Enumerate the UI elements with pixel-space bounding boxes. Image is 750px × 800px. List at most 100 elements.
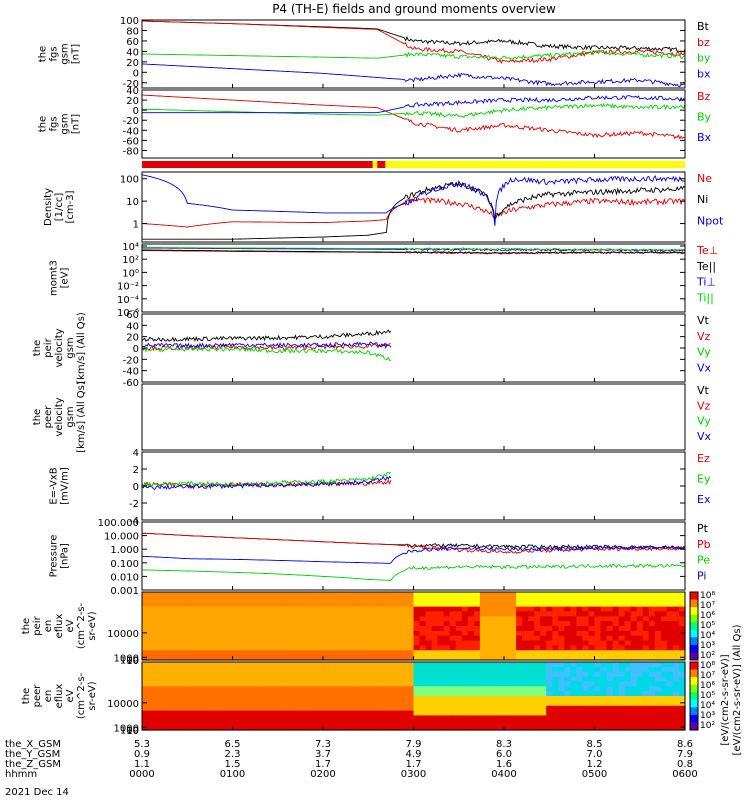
heatmap-cell <box>479 700 487 707</box>
heatmap-cell <box>329 611 336 617</box>
heatmap-cell <box>226 621 234 627</box>
heatmap-cell <box>582 606 589 613</box>
heatmap-cell <box>666 606 674 613</box>
y-axis-label-line: gsm <box>60 113 71 134</box>
heatmap-cell <box>528 616 535 622</box>
heatmap-cell <box>516 715 523 721</box>
heatmap-cell <box>371 705 378 712</box>
heatmap-cell <box>679 671 686 678</box>
y-tick-label: 10⁻⁴ <box>117 295 139 306</box>
heatmap-cell <box>341 671 348 678</box>
heatmap-cell <box>485 681 493 687</box>
heatmap-cell <box>546 640 553 647</box>
heatmap-cell <box>317 686 324 692</box>
series-line-p5-1 <box>141 342 391 352</box>
heatmap-cell <box>467 725 475 731</box>
heatmap-cell <box>310 645 318 651</box>
heatmap-cell <box>359 606 366 613</box>
heatmap-cell <box>250 710 258 717</box>
heatmap-cell <box>666 645 674 651</box>
legend-entry: Bt <box>697 20 710 33</box>
heatmap-cell <box>166 715 173 721</box>
heatmap-cell <box>329 710 336 717</box>
heatmap-cell <box>467 640 475 647</box>
heatmap-cell <box>310 705 318 712</box>
y-axis-label: thefgsgsm[nT] <box>38 113 82 134</box>
colorbar-swatch <box>690 707 698 716</box>
heatmap-cell <box>679 720 686 726</box>
heatmap-cell <box>612 621 620 627</box>
ephemeris-value: 5.3 <box>134 739 150 750</box>
heatmap-cell <box>672 606 680 613</box>
heatmap-cell <box>256 626 264 632</box>
heatmap-cell <box>377 601 384 608</box>
heatmap-cell <box>558 710 565 717</box>
heatmap-cell <box>280 621 288 627</box>
heatmap-cell <box>540 645 547 651</box>
heatmap-cell <box>552 616 559 622</box>
heatmap-cell <box>256 606 264 613</box>
heatmap-cell <box>317 696 324 702</box>
heatmap-cell <box>142 621 149 627</box>
heatmap-cell <box>618 626 626 632</box>
heatmap-cell <box>642 592 650 598</box>
heatmap-cell <box>323 596 330 603</box>
heatmap-cell <box>528 645 535 651</box>
heatmap-cell <box>491 720 499 726</box>
colorbar-swatch <box>690 652 698 661</box>
heatmap-cell <box>353 626 360 632</box>
heatmap-cell <box>286 640 294 647</box>
heatmap-cell <box>552 645 559 651</box>
heatmap-cell <box>498 686 505 692</box>
heatmap-cell <box>341 666 348 673</box>
heatmap-cell <box>431 596 439 603</box>
heatmap-cell <box>220 596 227 603</box>
heatmap-cell <box>353 596 360 603</box>
heatmap-cell <box>323 655 330 661</box>
series-line-p8-3 <box>141 545 686 564</box>
heatmap-cell <box>208 616 215 622</box>
heatmap-cell <box>166 725 173 731</box>
heatmap-cell <box>214 635 221 642</box>
heatmap-cell <box>431 626 439 632</box>
heatmap-cell <box>419 655 427 661</box>
heatmap-cell <box>274 630 282 637</box>
heatmap-cell <box>353 681 360 687</box>
heatmap-cell <box>172 671 179 678</box>
heatmap-cell <box>522 611 529 617</box>
heatmap-cell <box>672 700 680 707</box>
heatmap-cell <box>359 666 366 673</box>
heatmap-cell <box>232 710 240 717</box>
heatmap-cell <box>606 686 614 692</box>
heatmap-cell <box>679 686 686 692</box>
heatmap-cell <box>232 630 240 637</box>
heatmap-cell <box>323 645 330 651</box>
heatmap-cell <box>504 621 511 627</box>
heatmap-cell <box>395 640 402 647</box>
heatmap-cell <box>461 710 469 717</box>
heatmap-cell <box>226 592 234 598</box>
heatmap-cell <box>359 710 366 717</box>
y-tick-label: -20 <box>123 355 139 366</box>
heatmap-cell <box>383 700 390 707</box>
heatmap-cell <box>630 676 638 683</box>
heatmap-cell <box>250 705 258 712</box>
heatmap-cell <box>407 715 415 721</box>
ephemeris-row-label: the_X_GSM <box>5 739 61 750</box>
y-tick-label: 2 <box>133 465 139 476</box>
heatmap-cell <box>298 611 306 617</box>
heatmap-cell <box>516 681 523 687</box>
heatmap-cell <box>154 650 161 656</box>
heatmap-cell <box>371 606 378 613</box>
heatmap-cell <box>407 666 415 673</box>
heatmap-cell <box>142 655 149 661</box>
heatmap-cell <box>244 666 252 673</box>
heatmap-cell <box>329 691 336 697</box>
heatmap-cell <box>552 666 559 673</box>
heatmap-cell <box>256 720 264 726</box>
heatmap-cell <box>461 640 469 647</box>
heatmap-cell <box>558 592 565 598</box>
ephemeris-value: 8.6 <box>677 739 693 750</box>
heatmap-cell <box>178 592 185 598</box>
heatmap-cell <box>473 645 481 651</box>
